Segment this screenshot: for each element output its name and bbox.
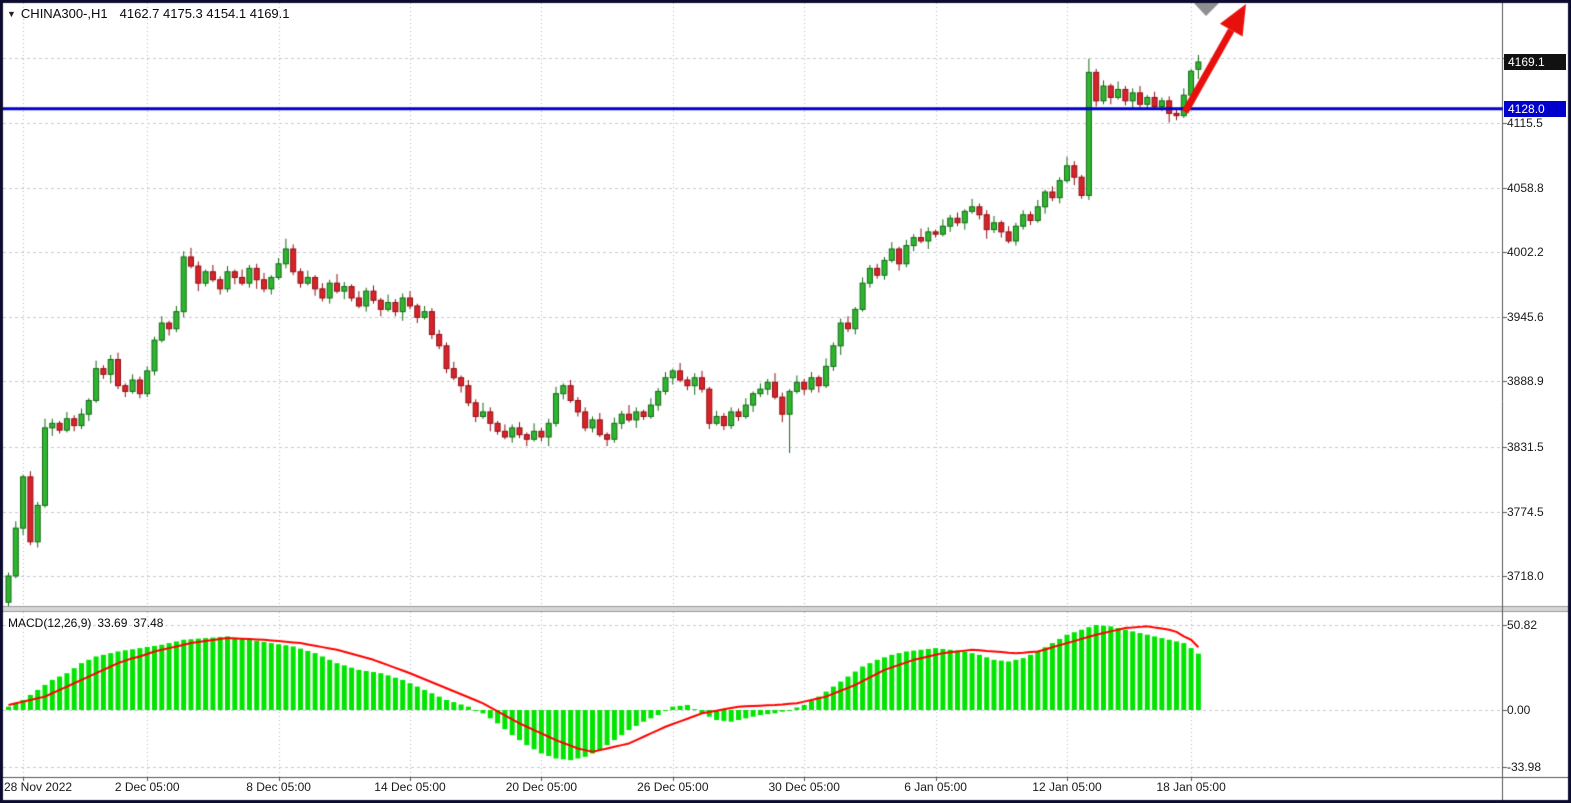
macd-tick-label: 0.00 [1507, 703, 1531, 717]
time-axis-label: 12 Jan 05:00 [1032, 780, 1102, 794]
macd-indicator-label: MACD(12,26,9) 33.69 37.48 [8, 616, 169, 630]
macd-tick-label: 50.82 [1507, 618, 1538, 632]
macd-tick-label: -33.98 [1507, 759, 1542, 774]
macd-signal-value: 37.48 [133, 616, 164, 630]
macd-name: MACD(12,26,9) [8, 616, 92, 630]
time-axis-label: 6 Jan 05:00 [904, 780, 967, 794]
price-tick-label: 3831.5 [1507, 439, 1544, 454]
price-tick-label: 4058.8 [1507, 180, 1544, 195]
price-tick-label: 3774.5 [1507, 504, 1544, 519]
symbol-timeframe-label: CHINA300-,H1 [20, 6, 108, 21]
hline-price-tag: 4128.0 [1504, 100, 1566, 117]
price-tick-label: 3718.0 [1507, 569, 1544, 583]
price-tick-label: 4115.5 [1507, 116, 1543, 131]
time-axis-label: 14 Dec 05:00 [374, 780, 446, 794]
time-axis-label: 30 Dec 05:00 [768, 780, 840, 794]
macd-main-value: 33.69 [97, 616, 128, 630]
time-axis[interactable]: 28 Nov 2022 2 Dec 05:00 8 Dec 05:00 14 Dec … [0, 780, 1568, 800]
time-axis-label: 8 Dec 05:00 [246, 780, 311, 794]
time-axis-label: 28 Nov 2022 [4, 780, 73, 794]
ohlc-values: 4162.7 4175.3 4154.1 4169.1 [119, 6, 290, 21]
symbol-dropdown-icon[interactable]: ▼ [7, 9, 16, 19]
price-tick-label: 4002.2 [1507, 245, 1544, 260]
time-axis-label: 18 Jan 05:00 [1156, 780, 1226, 794]
time-axis-label: 2 Dec 05:00 [114, 780, 180, 794]
time-axis-label: 20 Dec 05:00 [505, 780, 578, 794]
current-price-tag: 4169.1 [1504, 54, 1566, 70]
time-axis-label: 26 Dec 05:00 [637, 780, 709, 794]
price-tick-label: 3888.9 [1507, 374, 1544, 389]
price-tick-label: 3945.6 [1507, 309, 1544, 324]
chart-title: ▼ CHINA300-,H1 4162.7 4175.3 4154.1 4169.1 [7, 6, 290, 21]
